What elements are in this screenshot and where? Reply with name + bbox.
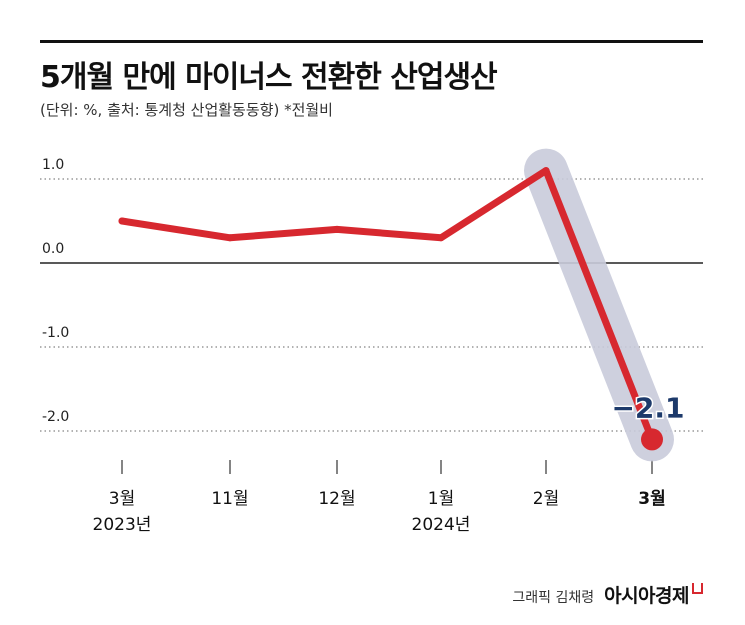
graphic-credit: 그래픽 김채령	[512, 590, 595, 606]
y-tick-label-3: -2.0	[42, 409, 69, 425]
series-line	[118, 167, 656, 443]
x-tick-label-5: 3월	[638, 489, 665, 509]
data-point-0	[118, 217, 126, 225]
logo-mark-icon	[692, 583, 703, 594]
publisher-logo: 아시아경제	[604, 585, 689, 607]
footer: 그래픽 김채령 아시아경제	[512, 581, 703, 608]
chart-title: 5개월 만에 마이너스 전환한 산업생산	[40, 60, 498, 95]
data-point-5	[641, 428, 663, 451]
y-tick-label-1: 0.0	[42, 241, 64, 257]
value-annotation: −2.1	[611, 391, 684, 424]
x-tick-label-1: 11월	[211, 489, 248, 509]
data-point-4	[542, 167, 550, 175]
x-tick-year-label-0: 2023년	[93, 515, 152, 535]
data-point-2	[333, 225, 341, 233]
chart-subtitle: (단위: %, 출처: 통계청 산업활동동향) *전월비	[40, 101, 333, 119]
line-chart: 1.0 0.0 -1.0 -2.0 3월 2023년 11월 12월 1월 2024년 2월 3월 −2…	[40, 148, 703, 535]
data-point-1	[226, 234, 234, 242]
x-tick-year-label-3: 2024년	[412, 515, 471, 535]
x-tick-label-3: 1월	[428, 489, 454, 509]
data-point-3	[437, 234, 445, 242]
x-tick-label-4: 2월	[533, 489, 559, 509]
y-tick-label-0: 1.0	[42, 157, 64, 173]
top-rule	[40, 40, 703, 43]
y-tick-label-2: -1.0	[42, 325, 69, 341]
x-tick-label-2: 12월	[318, 489, 355, 509]
x-tick-label-0: 3월	[109, 489, 135, 509]
